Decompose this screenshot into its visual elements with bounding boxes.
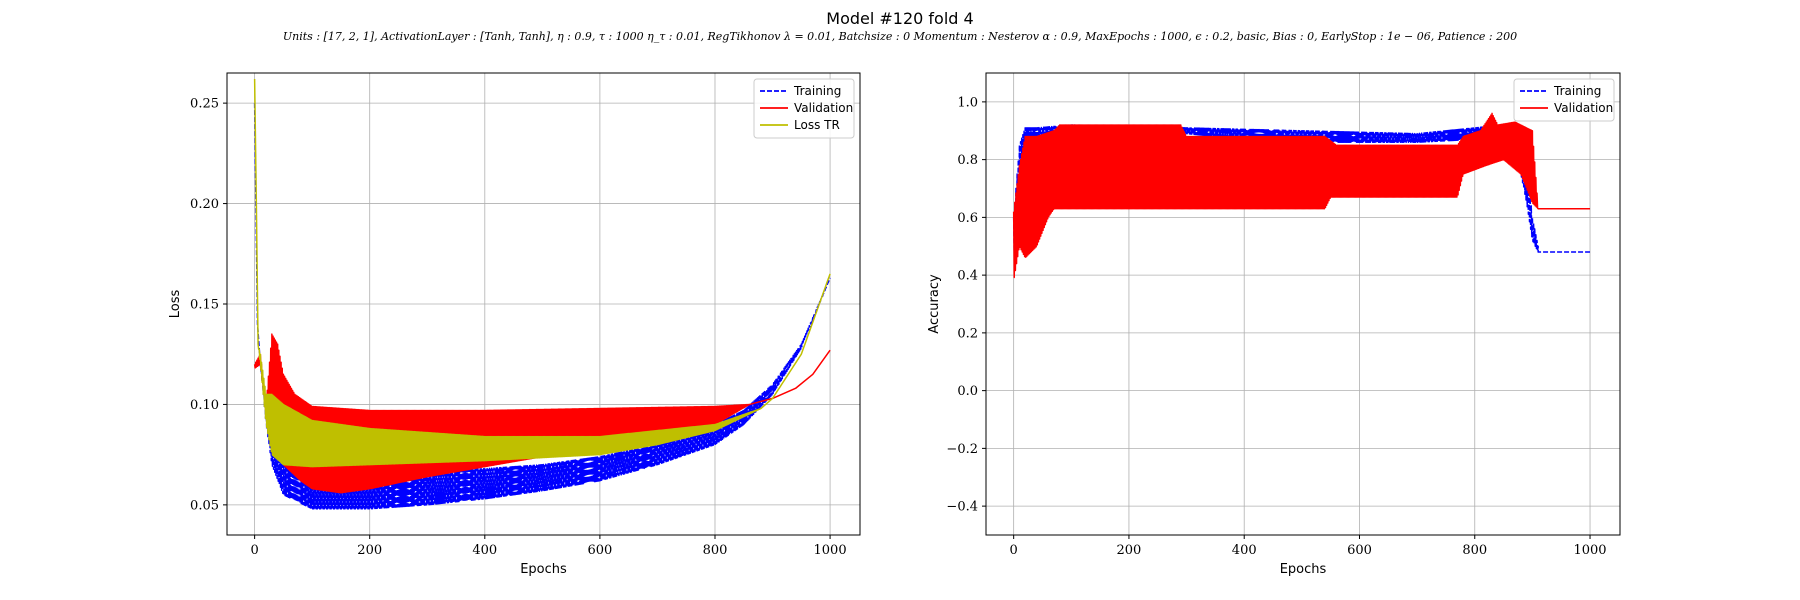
series-line-training	[253, 103, 831, 510]
y-axis-label: Accuracy	[927, 274, 942, 334]
y-tick-label: 0.2	[957, 326, 978, 341]
plot-frame	[985, 72, 1621, 536]
x-tick-label: 0	[1010, 543, 1018, 558]
y-tick-label: 1.0	[957, 95, 978, 110]
y-tick-label: 0.15	[190, 298, 219, 313]
y-tick-label: 0.10	[190, 398, 219, 413]
y-tick-label: 0.0	[957, 384, 978, 399]
y-tick-label: −0.4	[946, 500, 978, 515]
loss-chart: 0 200 400 600 800 1000 0.05 0.10 0.15 0.20 0.25 Epo…	[168, 72, 861, 577]
series-layer	[1012, 112, 1591, 279]
y-axis-label: Loss	[168, 290, 183, 319]
y-tick-label: 0.25	[190, 97, 219, 112]
legend-label: Loss TR	[794, 118, 840, 132]
x-tick-label: 600	[587, 543, 612, 558]
x-axis-label: Epochs	[520, 562, 567, 577]
legend-box	[753, 78, 855, 139]
x-tick-label: 800	[703, 543, 728, 558]
series-layer	[253, 79, 831, 510]
legend-label: Training	[1553, 84, 1601, 98]
series-line-validation	[1012, 112, 1591, 279]
x-tick-label: 0	[250, 543, 258, 558]
legend-label: Validation	[794, 101, 853, 115]
figure-subtitle: Units : [17, 2, 1], ActivationLayer : [T…	[282, 30, 1518, 43]
y-tick-label: 0.6	[957, 211, 978, 226]
x-axis-label: Epochs	[1280, 562, 1327, 577]
y-tick-label: 0.8	[957, 153, 978, 168]
legend-label: Training	[793, 84, 841, 98]
x-tick-label: 200	[1117, 543, 1142, 558]
legend: Training Validation	[1513, 78, 1615, 122]
x-tick-label: 400	[472, 543, 497, 558]
legend-box	[1513, 78, 1615, 122]
x-tick-label: 400	[1232, 543, 1257, 558]
figure-title: Model #120 fold 4	[826, 9, 974, 28]
series-line-loss-tr	[253, 79, 831, 468]
y-tick-label: 0.20	[190, 197, 219, 212]
y-tick-label: 0.05	[190, 498, 219, 513]
accuracy-chart: 0 200 400 600 800 1000 −0.4 −0.2 0.0 0.2 0.4 0.6 0.8…	[927, 72, 1621, 577]
legend-label: Validation	[1554, 101, 1613, 115]
x-tick-label: 1000	[814, 543, 847, 558]
y-tick-label: −0.2	[946, 442, 978, 457]
legend: Training Validation Loss TR	[753, 78, 855, 139]
x-tick-label: 800	[1462, 543, 1487, 558]
x-tick-label: 600	[1347, 543, 1372, 558]
x-tick-label: 200	[357, 543, 382, 558]
x-tick-label: 1000	[1573, 543, 1606, 558]
series-line-validation	[253, 333, 831, 494]
y-tick-label: 0.4	[957, 269, 978, 284]
